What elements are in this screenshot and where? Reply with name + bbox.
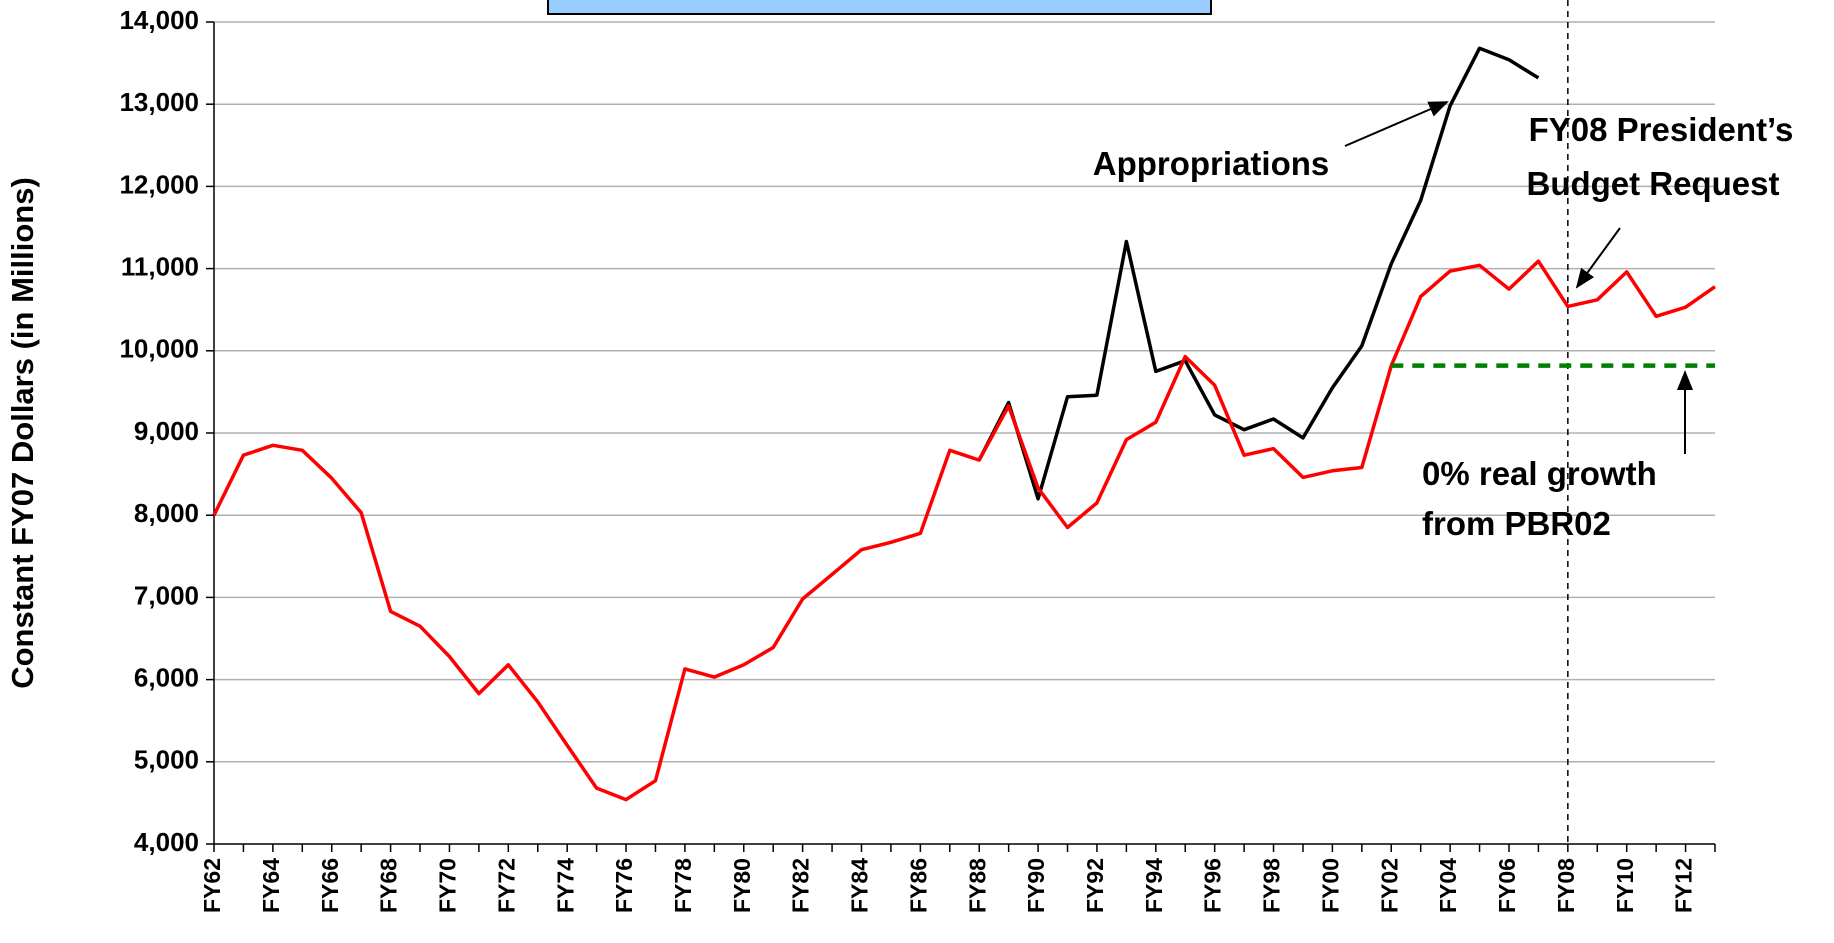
x-tick-label: FY12	[1671, 858, 1697, 913]
x-tick-label: FY64	[258, 858, 284, 913]
x-tick-label: FY76	[611, 858, 637, 913]
y-tick-label: 14,000	[119, 5, 199, 35]
x-tick-label: FY90	[1023, 858, 1049, 913]
y-axis-label: Constant FY07 Dollars (in Millions)	[5, 177, 40, 689]
x-tick-label: FY70	[435, 858, 461, 913]
y-tick-label: 4,000	[134, 827, 199, 857]
x-tick-label: FY98	[1259, 858, 1285, 913]
x-tick-label: FY00	[1317, 858, 1343, 913]
x-tick-label: FY04	[1435, 858, 1461, 913]
x-tick-label: FY74	[552, 858, 578, 913]
grid	[206, 0, 1716, 852]
title-box	[547, 0, 1212, 15]
arrow	[1575, 227, 1621, 289]
x-tick-label: FY92	[1082, 858, 1108, 913]
x-tick-label: FY06	[1494, 858, 1520, 913]
x-tick-label: FY72	[493, 858, 519, 913]
x-tick-label: FY96	[1200, 858, 1226, 913]
x-tick-label: FY62	[199, 858, 225, 913]
y-tick-label: 6,000	[134, 662, 199, 692]
arrow	[1344, 101, 1449, 147]
x-tick-label: FY66	[317, 858, 343, 913]
y-tick-label: 9,000	[134, 416, 199, 446]
series-line	[212, 259, 1717, 802]
y-tick-label: 11,000	[121, 251, 199, 281]
y-tick-label: 12,000	[119, 169, 199, 199]
x-tick-label: FY10	[1612, 858, 1638, 913]
x-tick-label: FY86	[905, 858, 931, 913]
x-tick-label: FY78	[670, 858, 696, 913]
annotation: Budget Request	[1526, 165, 1779, 202]
label-bg	[1040, 140, 1380, 184]
annotation: from PBR02	[1422, 505, 1611, 542]
annotation: Appropriations	[1093, 145, 1330, 182]
x-tick-label: FY02	[1376, 858, 1402, 913]
x-tick-label: FY08	[1553, 858, 1579, 913]
x-tick-label: FY94	[1141, 858, 1167, 913]
y-tick-label: 8,000	[134, 498, 199, 528]
y-tick-label: 5,000	[134, 745, 199, 775]
x-tick-label: FY88	[964, 858, 990, 913]
x-tick-label: FY84	[847, 858, 873, 913]
series-line	[977, 46, 1540, 501]
plot	[212, 46, 1717, 802]
annotation: 0% real growth	[1422, 455, 1657, 492]
x-tick-label: FY80	[729, 858, 755, 913]
y-tick-label: 13,000	[119, 87, 199, 117]
x-tick-label: FY68	[376, 858, 402, 913]
y-tick-label: 7,000	[134, 580, 199, 610]
y-tick-label: 10,000	[119, 334, 199, 364]
x-tick-label: FY82	[788, 858, 814, 913]
annotation: FY08 President’s	[1529, 111, 1794, 148]
